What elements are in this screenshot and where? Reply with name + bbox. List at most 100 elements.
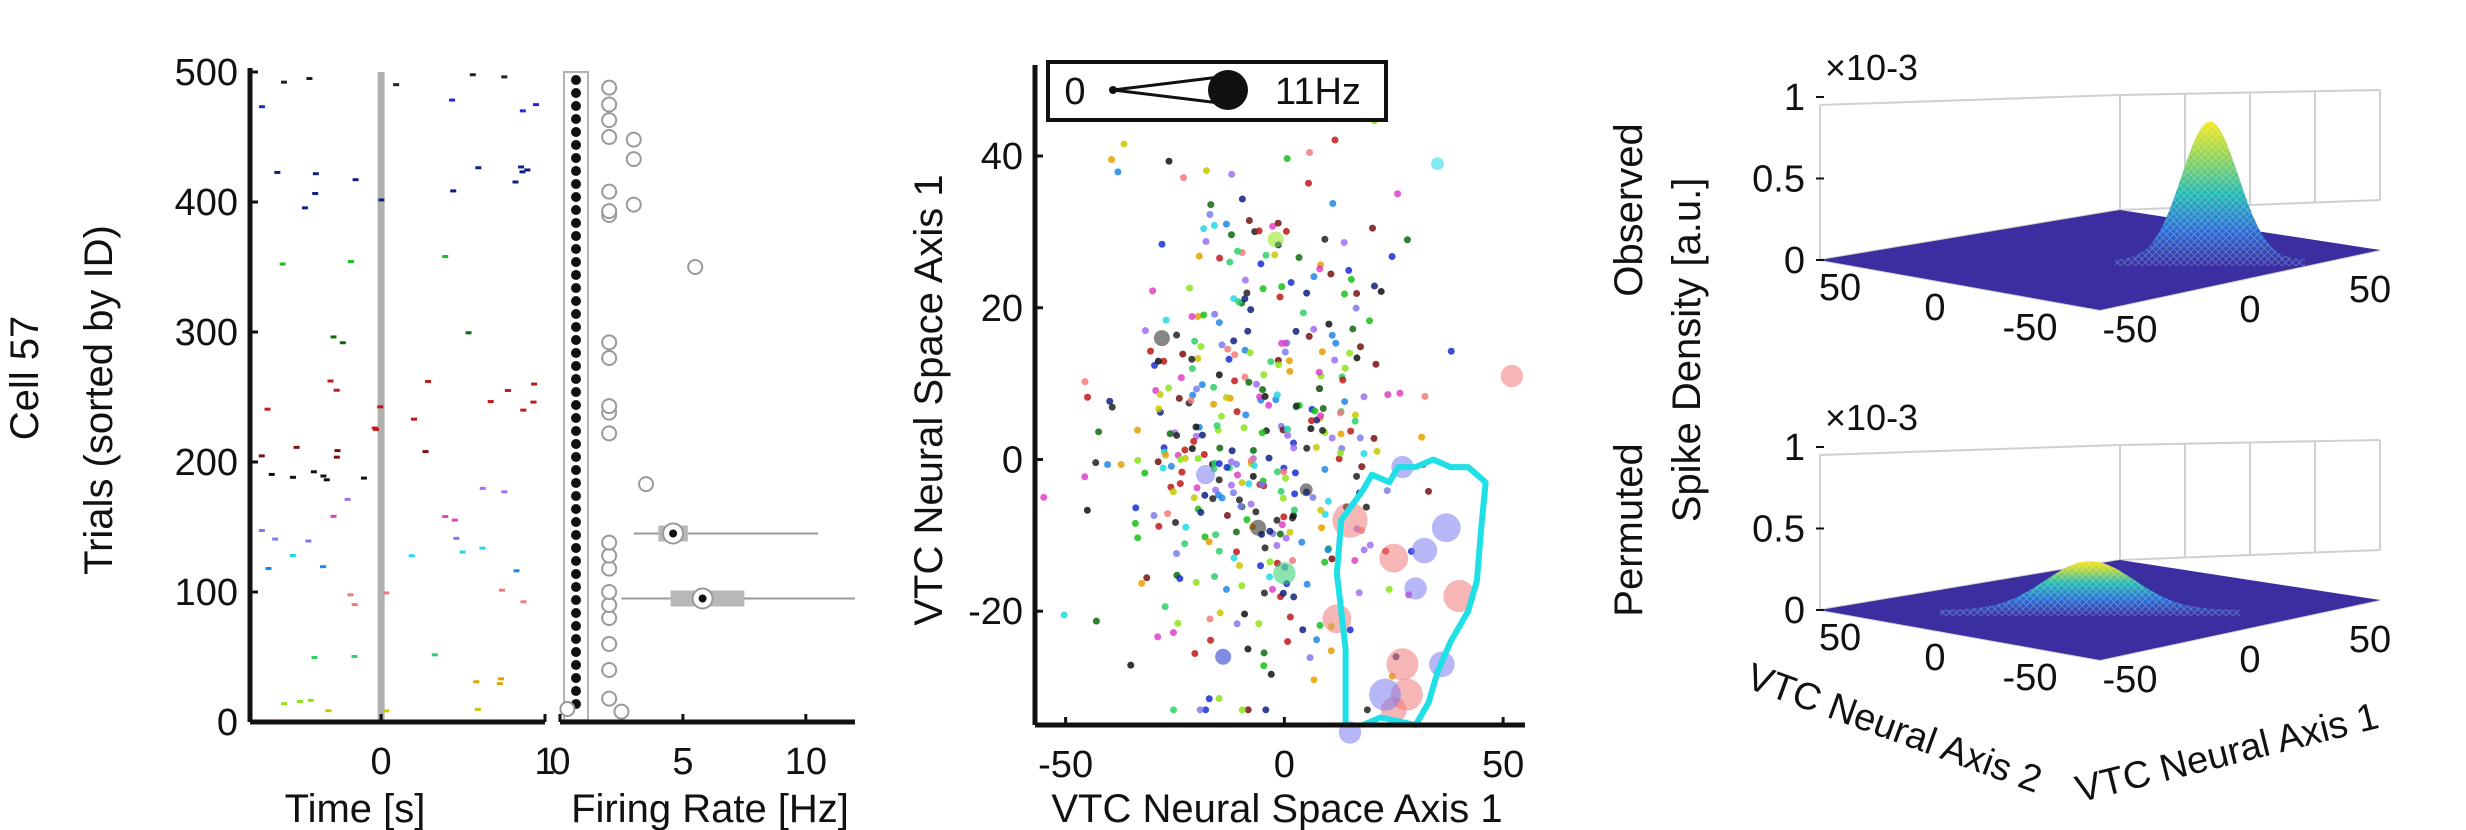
surface-grid-line <box>2119 89 2381 96</box>
neural-point <box>1366 541 1374 549</box>
neural-point <box>1092 459 1100 467</box>
zero-rate-point <box>571 556 581 566</box>
neural-point <box>1241 610 1249 618</box>
neural-point <box>1200 311 1208 319</box>
highlight-outline <box>1333 456 1489 728</box>
neural-point <box>1241 373 1249 381</box>
neural-point <box>1340 290 1348 298</box>
neural-point <box>1138 579 1146 587</box>
firing-rate-point <box>601 112 618 129</box>
density-zlabel: Spike Density [a.u.] <box>1665 178 1709 523</box>
neural-point <box>1132 504 1140 512</box>
neural-point <box>1291 469 1299 477</box>
neural-point <box>1303 289 1311 297</box>
neural-point <box>1372 360 1380 368</box>
neural-point <box>1182 523 1190 531</box>
neural-point <box>1194 354 1202 362</box>
neural-point <box>1200 225 1208 233</box>
neural-point <box>1190 494 1198 502</box>
zero-rate-point <box>571 205 581 215</box>
neural-point <box>1385 585 1393 593</box>
firing-rate-x-tick-label: 10 <box>785 741 827 783</box>
neural-point <box>1282 474 1290 482</box>
neural-point <box>1165 384 1173 392</box>
neural-point <box>1188 355 1196 363</box>
firing-rate-point <box>625 151 642 168</box>
neural-point-large <box>1153 330 1170 347</box>
neural-point-large <box>1322 604 1352 634</box>
neural-point <box>1283 425 1291 433</box>
firing-rate-point <box>601 129 618 145</box>
neural-point <box>1246 349 1254 357</box>
neural-point <box>1150 512 1158 520</box>
surface-z-tick-label: 0 <box>1784 590 1805 632</box>
raster-ylabel: Trials (sorted by ID) <box>77 225 121 575</box>
neural-point <box>1310 325 1318 333</box>
neural-point <box>1242 411 1250 419</box>
neural-point <box>1328 555 1336 563</box>
neural-space-small-points <box>1040 80 1455 714</box>
observed-surface-plot: 0 0.5 1 ×10-3 50 0 -50 -50 0 50 <box>1752 47 2391 351</box>
neural-point <box>1341 364 1349 372</box>
raster-x-tick-label: 1 <box>534 741 555 783</box>
neural-point-large <box>1215 648 1232 665</box>
neural-point <box>1255 227 1263 235</box>
neural-space-y-tick-label: 20 <box>981 288 1023 330</box>
neural-point <box>1243 289 1251 297</box>
neural-point <box>1215 371 1223 379</box>
surface-z-tick-label: 1 <box>1784 77 1805 119</box>
neural-point <box>1274 219 1282 227</box>
neural-point <box>1167 462 1175 470</box>
neural-point <box>1316 621 1324 629</box>
zero-rate-point <box>571 478 581 488</box>
zero-rate-point <box>571 686 581 696</box>
zero-rate-point <box>571 517 581 527</box>
zero-rate-point <box>571 88 581 98</box>
neural-point <box>1222 585 1230 593</box>
neural-point <box>1425 487 1433 495</box>
neural-point <box>1282 339 1290 347</box>
neural-point <box>1360 450 1368 458</box>
neural-point <box>1290 444 1298 452</box>
zero-rate-point <box>571 153 581 163</box>
neural-point <box>1255 620 1263 628</box>
neural-point <box>1117 461 1125 469</box>
neural-point <box>1161 603 1169 611</box>
neural-point <box>1282 534 1290 542</box>
neural-point <box>1307 425 1315 433</box>
surface-x-tick-label: 0 <box>2239 639 2260 681</box>
neural-point <box>1362 503 1370 511</box>
neural-point <box>1217 412 1225 420</box>
surface-y-tick-label: 50 <box>1819 617 1861 659</box>
neural-point <box>1152 387 1160 395</box>
neural-point <box>1141 469 1149 477</box>
neural-point <box>1273 516 1281 524</box>
neural-point <box>1324 497 1332 505</box>
firing-rate-point <box>559 701 576 717</box>
raster-y-tick-label: 0 <box>217 702 238 744</box>
neural-point <box>1159 464 1167 472</box>
surface-z-multiplier: ×10-3 <box>1825 397 1918 438</box>
zero-rate-point <box>571 647 581 657</box>
neural-point <box>1260 589 1268 597</box>
neural-point <box>1280 468 1288 476</box>
neural-point-large <box>1386 648 1419 681</box>
neural-point <box>1223 463 1231 471</box>
neural-point <box>1336 449 1344 457</box>
neural-point <box>1356 343 1364 351</box>
firing-rate-point <box>601 610 618 626</box>
zero-rate-point <box>571 439 581 449</box>
neural-point <box>1214 491 1222 499</box>
neural-point <box>1286 613 1294 621</box>
raster-y-tick-label: 300 <box>175 312 238 354</box>
zero-rate-point <box>571 361 581 371</box>
neural-point <box>1230 295 1238 303</box>
neural-point <box>1229 489 1237 497</box>
raster-xlabel: Time [s] <box>285 787 426 830</box>
neural-point <box>1250 462 1258 470</box>
firing-rate-point <box>625 196 642 213</box>
neural-point <box>1353 354 1361 362</box>
neural-point <box>1305 332 1313 340</box>
neural-point <box>1202 238 1210 246</box>
neural-point <box>1370 434 1378 442</box>
